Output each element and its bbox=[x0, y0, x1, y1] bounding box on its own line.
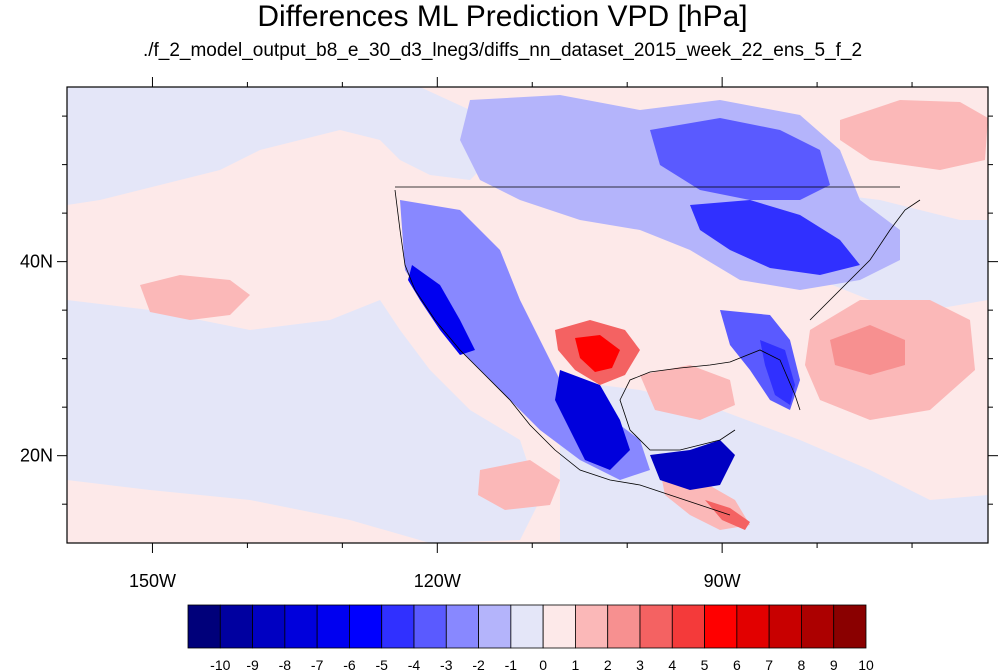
lon-tick-label: 120W bbox=[414, 571, 461, 591]
colorbar-label: 6 bbox=[733, 657, 741, 672]
colorbar-swatch bbox=[607, 604, 641, 649]
colorbar-swatch bbox=[801, 604, 835, 649]
colorbar-swatch bbox=[284, 604, 318, 649]
region-positive-gulf bbox=[640, 365, 735, 420]
coastlines bbox=[394, 186, 921, 516]
colorbar-label: 9 bbox=[830, 657, 838, 672]
colorbar-label: -1 bbox=[505, 657, 518, 672]
colorbar-swatch bbox=[736, 604, 770, 649]
region-positive-pacific-a bbox=[140, 275, 250, 320]
colorbar-swatch bbox=[575, 604, 609, 649]
colorbar-swatch bbox=[316, 604, 350, 649]
colorbar-label: -5 bbox=[375, 657, 388, 672]
region-negative-mexico bbox=[555, 370, 630, 470]
colorbar-swatch bbox=[704, 604, 738, 649]
lon-tick-label: 90W bbox=[704, 571, 741, 591]
colorbar-swatch bbox=[445, 604, 479, 649]
region-negative-california bbox=[408, 265, 475, 355]
axis-ticks: 150W 120W 90W 40N 20N bbox=[20, 77, 998, 591]
colorbar-label: 0 bbox=[539, 657, 547, 672]
difference-field bbox=[67, 87, 988, 543]
colorbar-label: -7 bbox=[311, 657, 324, 672]
colorbar-label: -3 bbox=[440, 657, 453, 672]
colorbar-label: 5 bbox=[701, 657, 709, 672]
colorbar-label: 1 bbox=[572, 657, 580, 672]
region-negative-mexico-south bbox=[650, 440, 735, 490]
region-negative-canada bbox=[650, 118, 830, 200]
colorbar-label: 10 bbox=[858, 657, 874, 672]
colorbar-swatch bbox=[833, 604, 867, 649]
chart-title: Differences ML Prediction VPD [hPa] bbox=[257, 0, 748, 33]
region-positive-atlantic-core bbox=[830, 325, 905, 375]
region-slight-negative-south bbox=[560, 380, 988, 543]
colorbar-label: 2 bbox=[604, 657, 612, 672]
colorbar-label: -2 bbox=[472, 657, 485, 672]
colorbar: -10 -9 -8 -7 -6 -5 -4 -3 -2 -1 0 1 2 3 4 5 6 7 8 9 10 bbox=[187, 604, 874, 672]
region-positive-central-america bbox=[705, 500, 750, 530]
colorbar-swatch bbox=[219, 604, 253, 649]
colorbar-label: -6 bbox=[343, 657, 356, 672]
colorbar-swatch bbox=[542, 604, 576, 649]
colorbar-label: 7 bbox=[765, 657, 773, 672]
colorbar-label: -9 bbox=[246, 657, 259, 672]
region-negative-great-lakes bbox=[690, 200, 860, 275]
colorbar-label: 4 bbox=[668, 657, 676, 672]
colorbar-label: 8 bbox=[798, 657, 806, 672]
colorbar-swatch bbox=[671, 604, 705, 649]
lat-tick-label: 40N bbox=[20, 252, 53, 272]
region-positive-atlantic-ne bbox=[840, 100, 988, 170]
colorbar-label: -4 bbox=[408, 657, 421, 672]
colorbar-swatch bbox=[349, 604, 383, 649]
colorbar-label: -10 bbox=[210, 657, 230, 672]
region-slight-negative-north-pacific bbox=[67, 87, 500, 205]
region-slight-negative-west-coast bbox=[67, 300, 540, 543]
colorbar-swatch bbox=[768, 604, 802, 649]
chart-subtitle: ./f_2_model_output_b8_e_30_d3_lneg3/diff… bbox=[142, 40, 863, 61]
region-positive-texas-core bbox=[575, 335, 620, 372]
colorbar-label: 3 bbox=[636, 657, 644, 672]
colorbar-swatch bbox=[478, 604, 512, 649]
colorbar-swatch bbox=[381, 604, 415, 649]
region-positive-pacific-b bbox=[478, 460, 560, 510]
colorbar-swatch bbox=[252, 604, 286, 649]
region-negative-florida bbox=[760, 340, 795, 405]
colorbar-swatch bbox=[510, 604, 544, 649]
colorbar-swatch bbox=[413, 604, 447, 649]
colorbar-label: -8 bbox=[279, 657, 292, 672]
colorbar-swatch bbox=[639, 604, 673, 649]
lat-tick-label: 20N bbox=[20, 446, 53, 466]
colorbar-swatch bbox=[187, 604, 221, 649]
map-frame bbox=[66, 86, 989, 544]
lon-tick-label: 150W bbox=[129, 571, 176, 591]
